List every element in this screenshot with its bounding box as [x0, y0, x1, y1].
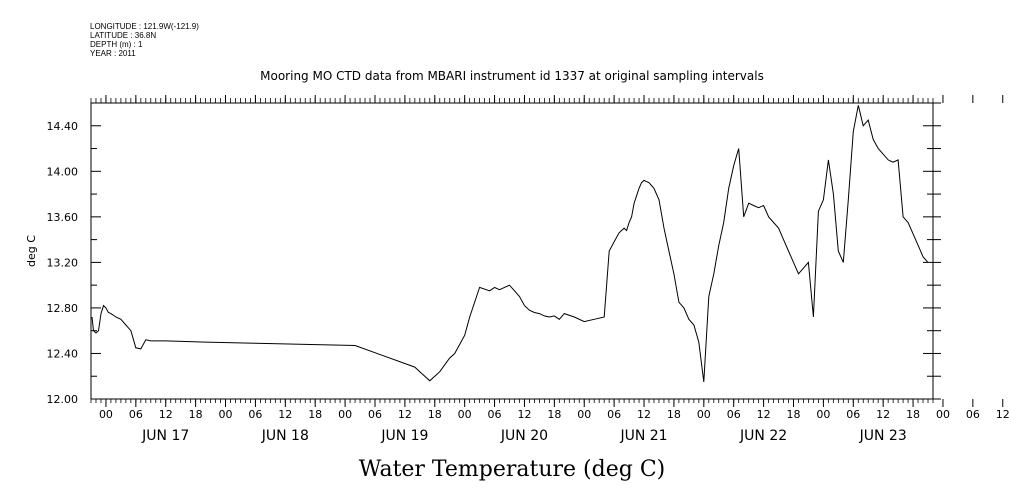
x-day-label: JUN 23 — [859, 428, 907, 444]
x-hour-label: 06 — [727, 408, 741, 421]
y-tick-label: 12.40 — [47, 347, 79, 360]
x-hour-label: 12 — [398, 408, 412, 421]
y-tick-label: 14.40 — [47, 120, 79, 133]
series-line-water-temperature — [91, 105, 929, 382]
x-day-label: JUN 20 — [500, 428, 548, 444]
x-hour-label: 06 — [607, 408, 621, 421]
x-hour-label: 06 — [488, 408, 502, 421]
y-axis: 12.00 12.40 12.80 13.20 13.60 14.00 14.40 — [47, 102, 941, 406]
x-day-label: JUN 18 — [261, 428, 309, 444]
x-hour-label: 12 — [637, 408, 651, 421]
x-hour-label: 00 — [816, 408, 830, 421]
x-day-label: JUN 19 — [380, 428, 428, 444]
y-tick-label: 13.20 — [47, 256, 79, 269]
y-tick-label: 12.80 — [47, 302, 79, 315]
x-day-label: JUN 21 — [619, 428, 667, 444]
x-hour-label: 00 — [936, 408, 950, 421]
metadata-block: LONGITUDE : 121.9W(-121.9) LATITUDE : 36… — [90, 22, 199, 58]
x-hour-label: 00 — [697, 408, 711, 421]
chart-title: Mooring MO CTD data from MBARI instrumen… — [260, 69, 764, 83]
latitude-label: LATITUDE : 36.8N — [90, 31, 157, 40]
depth-label: DEPTH (m) : 1 — [90, 40, 143, 49]
plot-frame — [90, 102, 934, 400]
x-hour-label: 00 — [458, 408, 472, 421]
x-hour-label: 18 — [906, 408, 920, 421]
x-axis-title: Water Temperature (deg C) — [359, 457, 666, 482]
x-hour-label: 06 — [368, 408, 382, 421]
x-hour-label: 00 — [219, 408, 233, 421]
x-hour-label: 06 — [129, 408, 143, 421]
x-hour-label: 18 — [547, 408, 561, 421]
x-day-label: JUN 22 — [739, 428, 787, 444]
x-hour-label: 18 — [428, 408, 442, 421]
y-tick-label: 13.60 — [47, 211, 79, 224]
y-tick-label: 14.00 — [47, 165, 79, 178]
x-hour-label: 12 — [517, 408, 531, 421]
x-hour-label: 00 — [577, 408, 591, 421]
x-axis: 00 06 12 18 00 06 12 18 00 06 12 18 00 06 12 18 00 06 12 18… — [99, 95, 1009, 444]
x-hour-label: 12 — [159, 408, 173, 421]
x-hour-label: 06 — [248, 408, 262, 421]
y-tick-label: 12.00 — [47, 393, 79, 406]
x-hour-label: 18 — [667, 408, 681, 421]
minor-ticks — [90, 98, 934, 403]
x-hour-label: 18 — [189, 408, 203, 421]
longitude-label: LONGITUDE : 121.9W(-121.9) — [90, 22, 199, 31]
x-hour-label: 12 — [278, 408, 292, 421]
x-hour-label: 06 — [966, 408, 980, 421]
x-hour-label: 00 — [99, 408, 113, 421]
x-hour-label: 18 — [308, 408, 322, 421]
x-hour-label: 00 — [338, 408, 352, 421]
x-hour-label: 12 — [757, 408, 771, 421]
x-hour-label: 12 — [876, 408, 890, 421]
x-hour-label: 18 — [786, 408, 800, 421]
x-hour-label: 06 — [846, 408, 860, 421]
y-axis-label: deg C — [25, 235, 38, 267]
x-day-label: JUN 17 — [141, 428, 189, 444]
year-label: YEAR : 2011 — [90, 49, 136, 58]
x-hour-label: 12 — [996, 408, 1009, 421]
